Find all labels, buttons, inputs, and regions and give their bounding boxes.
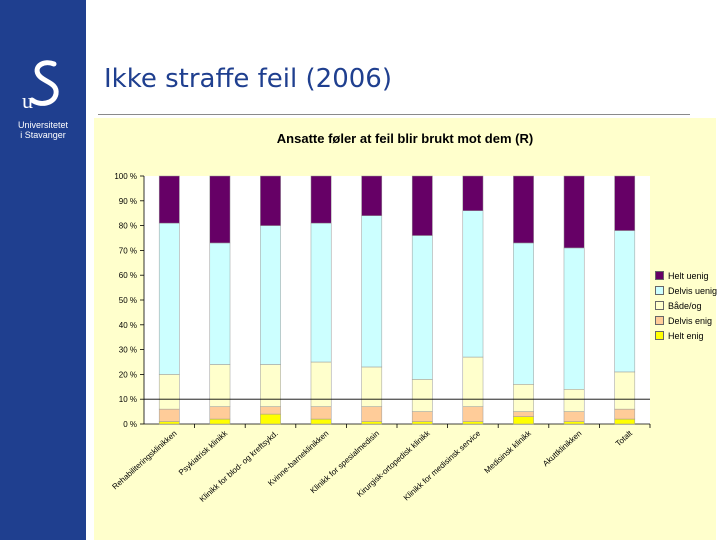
bar-segment: [209, 242, 231, 365]
bar-segment: [260, 364, 281, 407]
bar-segment: [513, 416, 534, 425]
bar-segment: [209, 418, 231, 425]
legend-swatch: [655, 271, 664, 280]
bar-segment: [614, 408, 636, 420]
legend-swatch: [655, 316, 664, 325]
university-name-line-1: Universitetet: [17, 120, 69, 130]
university-name-line-2: i Stavanger: [20, 130, 66, 140]
svg-text:ℹ: ℹ: [36, 65, 39, 72]
x-tick-label: Rehabiliteringsklinikken: [110, 429, 178, 492]
bar-segment: [513, 175, 534, 244]
bar-segment: [361, 366, 383, 407]
legend-item: Helt enig: [655, 328, 717, 343]
legend-label: Helt enig: [668, 330, 704, 341]
legend-label: Helt uenig: [668, 270, 709, 281]
legend-swatch: [655, 286, 664, 295]
bar-segment: [209, 406, 231, 420]
bar-segment: [158, 222, 180, 375]
bar-segment: [563, 411, 585, 422]
bar-segment: [411, 411, 433, 422]
bar-segment: [462, 175, 484, 211]
legend-item: Delvis uenig: [655, 283, 717, 298]
bar-segment: [158, 408, 180, 422]
legend-item: Både/og: [655, 298, 717, 313]
bar-segment: [411, 175, 433, 236]
y-tick-label: 60 %: [119, 271, 137, 280]
stacked-bar-chart: 0 % 10 % 20 % 30 % 40 % 50 % 60 % 70 % 80 % 90 % 1…: [110, 172, 651, 504]
title-divider: [98, 114, 690, 115]
bar-segment: [563, 175, 585, 249]
slide-title: Ikke straffe feil (2006): [104, 64, 392, 94]
y-tick-label: 80 %: [119, 222, 137, 231]
y-tick-label: 100 %: [114, 172, 137, 181]
y-tick-label: 10 %: [119, 395, 137, 404]
bar-segment: [563, 389, 585, 412]
y-tick-label: 0 %: [123, 420, 137, 429]
y-tick-label: 20 %: [119, 370, 137, 379]
sidebar: u ℹ Universitetet i Stavanger: [0, 0, 86, 540]
bar-segment: [361, 215, 383, 368]
bar-segment: [462, 421, 484, 425]
bar-segment: [260, 225, 281, 365]
x-tick-label: Psykiatrisk klinikk: [177, 428, 230, 477]
legend-label: Både/og: [668, 300, 702, 311]
bar-segment: [158, 175, 180, 224]
bar-segment: [614, 371, 636, 410]
y-tick-label: 50 %: [119, 296, 137, 305]
y-tick-label: 70 %: [119, 246, 137, 255]
bar-segment: [563, 421, 585, 425]
y-tick-label: 40 %: [119, 321, 137, 330]
bar-segment: [563, 247, 585, 390]
bar-segment: [361, 421, 383, 425]
legend-label: Delvis enig: [668, 315, 713, 326]
legend-label: Delvis uenig: [668, 285, 718, 296]
bar-segment: [462, 406, 484, 422]
x-tick-label: Akuttklinikken: [541, 429, 583, 468]
uis-logo-icon: u ℹ: [22, 60, 59, 113]
bar-segment: [361, 406, 383, 422]
chart-legend: Helt uenig Delvis uenig Både/og Delvis enig…: [655, 268, 717, 343]
bar-segment: [361, 175, 383, 216]
bar-segment: [158, 421, 180, 425]
bar-segment: [513, 411, 534, 417]
bar-segment: [310, 361, 332, 407]
y-tick-label: 90 %: [119, 197, 137, 206]
bar-segment: [260, 175, 281, 226]
bar-segment: [310, 418, 332, 425]
bar-segment: [513, 384, 534, 412]
bar-segment: [209, 175, 231, 244]
legend-swatch: [655, 331, 664, 340]
svg-text:u: u: [22, 88, 33, 113]
bar-segment: [411, 421, 433, 425]
x-tick-label: Totalt: [614, 428, 635, 448]
bar-segment: [310, 406, 332, 420]
bar-segment: [260, 406, 281, 415]
bar-segment: [614, 230, 636, 373]
bar-segment: [158, 374, 180, 410]
bar-segment: [411, 379, 433, 412]
bar-segment: [411, 235, 433, 380]
legend-swatch: [655, 301, 664, 310]
bar-segment: [310, 175, 332, 224]
bar-segment: [513, 242, 534, 385]
legend-item: Delvis enig: [655, 313, 717, 328]
y-tick-label: 30 %: [119, 346, 137, 355]
bar-segment: [260, 413, 281, 425]
legend-item: Helt uenig: [655, 268, 717, 283]
bar-segment: [209, 364, 231, 407]
bar-segment: [614, 175, 636, 231]
x-tick-label: Medisinsk klinikk: [483, 428, 534, 475]
chart-title: Ansatte føler at feil blir brukt mot dem…: [276, 131, 534, 146]
bar-segment: [310, 222, 332, 363]
bar-segment: [614, 418, 636, 425]
bar-segment: [462, 210, 484, 358]
